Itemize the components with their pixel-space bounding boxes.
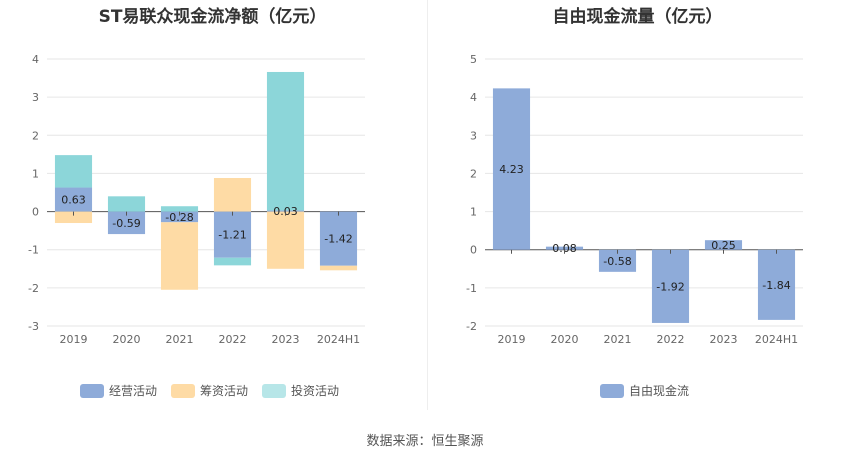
left-bar-经营活动-2024H1 <box>319 211 358 266</box>
left-ytick-label: 1 <box>32 167 39 180</box>
left-bar-投资活动-2023 <box>266 71 305 211</box>
right-bar-自由现金流-2019 <box>492 88 531 250</box>
right-data-label-2021: -0.58 <box>603 255 631 268</box>
left-chart-title: ST易联众现金流净额（亿元） <box>98 7 327 27</box>
right-xtick-label-2021: 2021 <box>604 333 632 346</box>
legend-label-operating: 经营活动 <box>109 384 158 398</box>
right-data-label-2022: -1.92 <box>656 280 684 293</box>
left-bar-筹资活动-2021 <box>160 222 199 290</box>
left-ytick-label: 2 <box>32 129 39 142</box>
right-ytick-label: 5 <box>470 53 477 66</box>
legend-item-free-cash-flow[interactable]: 自由现金流 <box>600 382 689 399</box>
left-ytick-label: -2 <box>28 282 39 295</box>
left-xtick-label-2021: 2021 <box>166 333 194 346</box>
legend-swatch-free-cash-flow <box>600 383 624 398</box>
left-xtick-label-2019: 2019 <box>60 333 88 346</box>
left-bar-经营活动-2021 <box>160 211 199 223</box>
left-ytick-label: 3 <box>32 91 39 104</box>
left-data-label-2023: 0.03 <box>273 205 298 218</box>
left-bar-投资活动-2021 <box>160 206 199 212</box>
right-xtick-label-2022: 2022 <box>657 333 685 346</box>
left-bar-经营活动-2019 <box>54 187 93 212</box>
right-data-label-2024H1: -1.84 <box>762 279 790 292</box>
left-data-label-2021: -0.28 <box>165 211 193 224</box>
left-ytick-label: -1 <box>28 244 39 257</box>
panel-divider <box>427 0 428 410</box>
legend-swatch-investing <box>262 383 287 398</box>
right-bar-自由现金流-2021 <box>598 249 637 272</box>
right-bar-自由现金流-2022 <box>651 249 690 323</box>
left-xtick-label-2024H1: 2024H1 <box>317 333 360 346</box>
data-source: 数据来源：恒生聚源 <box>366 434 484 449</box>
left-bar-筹资活动-2022 <box>213 178 252 212</box>
legend-swatch-financing <box>171 383 196 398</box>
left-data-label-2020: -0.59 <box>112 217 140 230</box>
right-data-label-2019: 4.23 <box>499 163 524 176</box>
legend-swatch-operating <box>80 383 104 398</box>
right-chart-title: 自由现金流量（亿元） <box>552 7 723 27</box>
right-ytick-label: 3 <box>470 129 477 142</box>
right-bar-自由现金流-2024H1 <box>757 249 796 320</box>
right-data-label-2020: 0.08 <box>552 242 577 255</box>
left-bar-投资活动-2020 <box>107 196 146 212</box>
right-ytick-label: 2 <box>470 167 477 180</box>
right-ytick-label: -2 <box>466 320 477 333</box>
left-data-label-2019: 0.63 <box>61 194 86 207</box>
left-bar-筹资活动-2024H1 <box>319 265 358 271</box>
legend-item-financing[interactable]: 筹资活动 <box>171 382 248 399</box>
right-xtick-label-2020: 2020 <box>551 333 579 346</box>
right-xtick-label-2024H1: 2024H1 <box>755 333 798 346</box>
right-bar-自由现金流-2020 <box>545 246 584 250</box>
right-bar-自由现金流-2023 <box>704 240 743 250</box>
left-bar-筹资活动-2019 <box>54 211 93 224</box>
right-legend: 自由现金流 <box>600 382 703 399</box>
right-xtick-label-2023: 2023 <box>710 333 738 346</box>
right-xtick-label-2019: 2019 <box>498 333 526 346</box>
left-bar-经营活动-2020 <box>107 211 146 235</box>
left-legend: 经营活动 筹资活动 投资活动 <box>80 382 353 399</box>
left-data-label-2024H1: -1.42 <box>324 233 352 246</box>
left-xtick-label-2022: 2022 <box>219 333 247 346</box>
left-ytick-label: -3 <box>28 320 39 333</box>
legend-label-investing: 投资活动 <box>291 384 340 398</box>
left-bar-投资活动-2022 <box>213 257 252 266</box>
left-xtick-label-2023: 2023 <box>272 333 300 346</box>
left-bar-投资活动-2019 <box>54 155 93 188</box>
left-ytick-label: 0 <box>32 206 39 219</box>
left-bar-经营活动-2023 <box>266 210 305 212</box>
left-ytick-label: 4 <box>32 53 39 66</box>
legend-label-free-cash-flow: 自由现金流 <box>629 384 690 398</box>
right-ytick-label: -1 <box>466 282 477 295</box>
right-data-label-2023: 0.25 <box>711 239 736 252</box>
legend-label-financing: 筹资活动 <box>200 384 249 398</box>
left-xtick-label-2020: 2020 <box>113 333 141 346</box>
left-data-label-2022: -1.21 <box>218 229 246 242</box>
right-ytick-label: 1 <box>470 206 477 219</box>
left-bar-经营活动-2022 <box>213 211 252 258</box>
right-ytick-label: 4 <box>470 91 477 104</box>
legend-item-operating[interactable]: 经营活动 <box>80 382 157 399</box>
right-ytick-label: 0 <box>470 244 477 257</box>
left-bar-筹资活动-2023 <box>266 211 305 269</box>
legend-item-investing[interactable]: 投资活动 <box>262 382 339 399</box>
